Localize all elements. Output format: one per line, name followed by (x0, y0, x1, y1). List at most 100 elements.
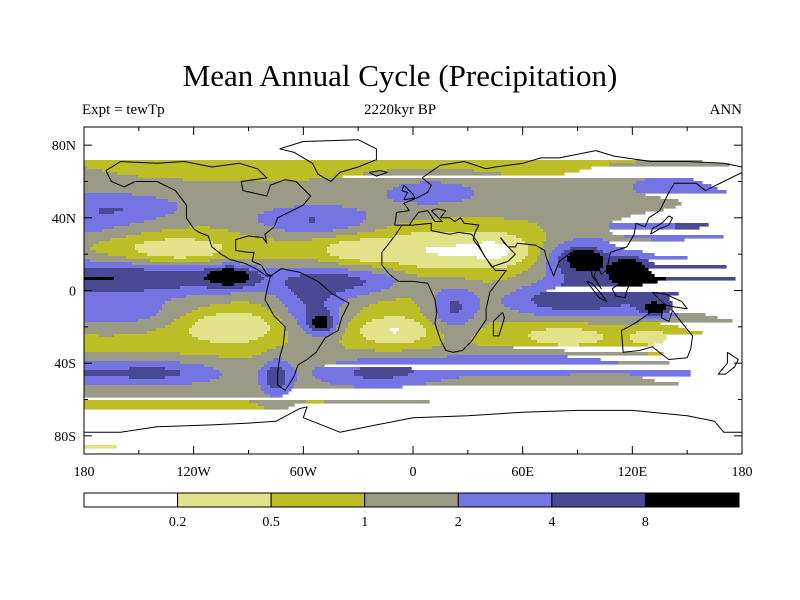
precip-cell (666, 307, 673, 311)
precip-cell (327, 307, 340, 311)
precip-cell (648, 313, 664, 317)
precip-cell (222, 244, 331, 248)
precip-cell (276, 295, 298, 299)
precip-cell (663, 310, 670, 314)
coastline-eurasia (394, 150, 742, 290)
precip-cell (210, 259, 319, 263)
precip-cell (342, 343, 442, 347)
precip-cell (618, 259, 637, 263)
precip-cell (363, 172, 502, 176)
precip-cell (492, 280, 538, 284)
precip-cell (534, 301, 652, 305)
precip-cell (561, 253, 571, 257)
precip-cell (459, 376, 643, 380)
precip-cell (516, 274, 547, 278)
precip-cell (534, 295, 670, 299)
precip-cell (420, 181, 442, 185)
precip-cell (438, 292, 475, 296)
precip-cell (405, 316, 427, 320)
precip-cell (558, 256, 568, 260)
precip-cell (363, 325, 424, 329)
precip-cell (276, 346, 346, 350)
precip-cell (360, 367, 412, 371)
precip-cell (396, 298, 412, 302)
precip-cell (369, 304, 418, 308)
precip-cell (444, 337, 472, 341)
precip-cell (435, 301, 451, 305)
precip-cell (522, 238, 547, 242)
precip-cell (84, 283, 223, 287)
precip-cell (501, 301, 535, 305)
precip-cell (138, 250, 220, 254)
precip-cell (84, 376, 130, 380)
precip-cell (114, 277, 205, 281)
precip-cell (399, 328, 427, 332)
precip-cell (189, 328, 271, 332)
precip-cell (321, 379, 442, 383)
precip-cell (633, 184, 712, 188)
precip-cell (174, 319, 199, 323)
precip-cell (363, 334, 427, 338)
precip-cell (603, 250, 643, 254)
precip-cell (432, 346, 514, 350)
precip-cell (546, 235, 625, 239)
precip-cell (327, 325, 334, 329)
lon-tick-label: 180 (74, 465, 95, 480)
precip-cell (288, 310, 307, 314)
precip-cell (564, 241, 610, 245)
precip-cell (198, 337, 259, 341)
precip-cell (84, 277, 115, 281)
precip-cell (84, 319, 139, 323)
precip-cell (609, 277, 667, 281)
precip-cell (360, 310, 421, 314)
precip-cell (393, 283, 532, 287)
precip-cell (315, 217, 367, 221)
precip-cell (228, 229, 286, 233)
precip-cell (345, 331, 361, 335)
precip-cell (426, 382, 679, 386)
precip-cell (558, 262, 571, 266)
coastline-new-zealand (717, 351, 739, 375)
precip-cell (84, 292, 232, 296)
precip-cell (657, 301, 673, 305)
precip-cell (84, 187, 394, 191)
precip-cell (438, 253, 508, 257)
precip-cell (345, 301, 379, 305)
precip-cell (297, 322, 307, 326)
precip-cell (165, 238, 196, 242)
precip-cell (387, 196, 472, 200)
precip-cell (612, 262, 643, 266)
precip-cell (375, 229, 544, 233)
precip-cell (129, 223, 265, 227)
precip-cell (477, 295, 505, 299)
precip-cell (360, 259, 523, 263)
precip-cell (528, 334, 604, 338)
precip-cell (177, 202, 418, 206)
precip-cell (114, 334, 193, 338)
coastline-borneo (611, 277, 631, 299)
precip-cell (222, 268, 235, 272)
precip-cell (636, 307, 646, 311)
precip-cell (360, 328, 391, 332)
precip-cell (96, 250, 139, 254)
precip-cell (144, 241, 214, 245)
precip-cell (84, 322, 172, 326)
lon-tick-label: 120E (618, 465, 648, 480)
precip-cell (273, 358, 283, 362)
precip-cell (267, 361, 289, 365)
precip-cell (561, 271, 607, 275)
precip-cell (636, 259, 649, 263)
precip-cell (303, 328, 313, 332)
precip-cell (279, 298, 301, 302)
precip-cell (84, 316, 151, 320)
precip-cell (222, 373, 259, 377)
colorbar-swatch (83, 492, 179, 508)
precip-cell (258, 382, 268, 386)
precip-cell (264, 277, 289, 281)
precip-cell (258, 403, 295, 407)
precip-cell (270, 385, 283, 389)
precip-cell (84, 172, 118, 176)
precip-cell (564, 277, 610, 281)
precip-cell (243, 286, 289, 290)
precip-cell (336, 361, 619, 365)
